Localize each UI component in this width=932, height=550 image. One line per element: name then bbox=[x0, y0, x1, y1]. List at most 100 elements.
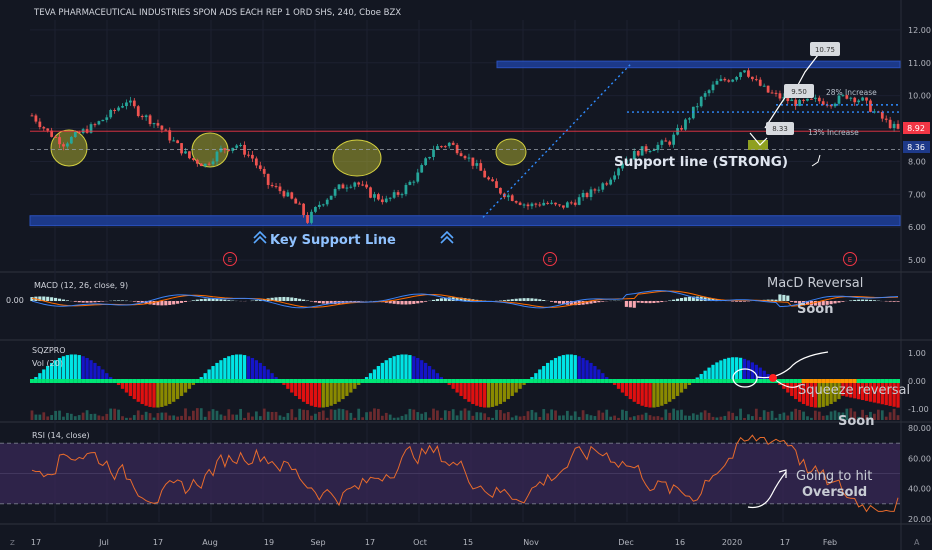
volume-bar bbox=[223, 415, 227, 420]
volume-bar bbox=[416, 412, 420, 420]
candle-body bbox=[534, 203, 538, 205]
candle bbox=[357, 181, 361, 188]
squeeze-bar bbox=[372, 369, 377, 381]
earnings-marker-2[interactable]: E bbox=[543, 252, 557, 266]
candle bbox=[373, 191, 376, 202]
squeeze-bar bbox=[565, 354, 570, 381]
annotation-drawings bbox=[253, 54, 829, 509]
squeeze-dot bbox=[364, 379, 369, 383]
macd-hist-bar bbox=[61, 299, 66, 301]
candle-body bbox=[77, 131, 81, 134]
candle bbox=[337, 184, 341, 191]
squeeze-bar bbox=[679, 381, 684, 393]
candle-body bbox=[459, 153, 463, 157]
candle-body bbox=[420, 165, 424, 173]
candle-body bbox=[888, 119, 892, 129]
squeeze-dot bbox=[888, 379, 893, 383]
volume-bar bbox=[719, 416, 723, 420]
volume-bar bbox=[176, 416, 180, 420]
squeeze-bar bbox=[207, 369, 211, 381]
macd-hist-bar bbox=[144, 301, 148, 304]
volume-bar bbox=[412, 409, 416, 420]
svg-text:10.75: 10.75 bbox=[815, 46, 835, 54]
candle-body bbox=[562, 205, 565, 208]
candle-body bbox=[97, 121, 101, 125]
squeeze-bar bbox=[620, 381, 625, 393]
highlight-ellipse-2 bbox=[332, 139, 382, 177]
candle-body bbox=[93, 124, 97, 126]
squeeze-dot bbox=[537, 379, 542, 383]
squeeze-dot bbox=[522, 379, 527, 383]
squeeze-dot bbox=[136, 379, 141, 383]
candle bbox=[565, 201, 569, 208]
candle bbox=[672, 132, 676, 148]
earnings-marker-3[interactable]: E bbox=[843, 252, 857, 266]
squeeze-dot bbox=[506, 379, 511, 383]
candle bbox=[412, 180, 416, 186]
squeeze-bar bbox=[298, 381, 302, 400]
macd-hist-bar bbox=[447, 297, 451, 301]
squeeze-dot bbox=[561, 379, 566, 383]
auto-scale-toggle[interactable]: A bbox=[914, 538, 920, 547]
candle bbox=[459, 150, 463, 157]
squeeze-bar bbox=[132, 381, 136, 400]
callout-8-33[interactable]: 8.33 bbox=[766, 122, 794, 135]
small-arrow bbox=[811, 154, 821, 167]
volume-bar bbox=[526, 411, 530, 420]
candle-body bbox=[758, 79, 762, 86]
squeeze-dot bbox=[793, 379, 798, 383]
macd-hist-bar bbox=[199, 299, 203, 301]
candle-body bbox=[538, 204, 542, 206]
squeeze-bar bbox=[431, 369, 436, 381]
squeeze-bar bbox=[325, 381, 329, 407]
volume-bar bbox=[73, 416, 77, 420]
squeeze-dot bbox=[490, 379, 495, 383]
volume-bar bbox=[514, 415, 518, 420]
candle bbox=[144, 114, 148, 121]
candle-body bbox=[695, 106, 699, 108]
candle-body bbox=[176, 140, 180, 144]
z-icon[interactable]: Z bbox=[10, 539, 15, 547]
candle-body bbox=[73, 131, 77, 138]
candle bbox=[538, 202, 542, 208]
macd-hist-bar bbox=[711, 298, 715, 301]
volume-bar bbox=[424, 412, 428, 420]
squeeze-dot bbox=[242, 379, 247, 383]
volume-bar bbox=[695, 414, 699, 420]
candle-body bbox=[495, 181, 498, 188]
volume-bar bbox=[688, 415, 691, 420]
squeeze-dot bbox=[718, 379, 723, 383]
squeeze-bar bbox=[65, 355, 70, 381]
squeeze-bar bbox=[61, 356, 66, 381]
volume-bar bbox=[506, 412, 510, 420]
volume-bar bbox=[211, 409, 215, 420]
squeeze-dot bbox=[852, 379, 857, 383]
squeeze-bar bbox=[652, 381, 656, 408]
candle bbox=[317, 201, 321, 210]
candle-body bbox=[195, 159, 199, 164]
candle bbox=[770, 89, 774, 94]
squeeze-dot bbox=[183, 379, 188, 383]
volume-bar bbox=[69, 413, 73, 420]
callout-10-75[interactable]: 10.75 bbox=[810, 42, 840, 56]
squeeze-bar bbox=[790, 381, 794, 396]
candle-body bbox=[349, 186, 353, 188]
volume-bar bbox=[684, 415, 687, 420]
earnings-marker-1[interactable]: E bbox=[223, 252, 237, 266]
candle bbox=[754, 75, 758, 82]
macd-hist-bar bbox=[424, 301, 428, 302]
squeeze-bar bbox=[589, 362, 593, 381]
candle bbox=[420, 163, 424, 173]
candle bbox=[715, 78, 719, 85]
candle bbox=[286, 189, 290, 197]
squeeze-dot bbox=[41, 379, 46, 383]
candle bbox=[361, 180, 365, 187]
callout-9-50[interactable]: 9.50 bbox=[784, 84, 814, 98]
squeeze-bar bbox=[813, 381, 818, 408]
squeeze-bar bbox=[801, 381, 806, 405]
candle-body bbox=[136, 106, 140, 117]
candle-body bbox=[333, 189, 337, 196]
squeeze-bar bbox=[69, 354, 73, 381]
squeeze-dot bbox=[565, 379, 570, 383]
